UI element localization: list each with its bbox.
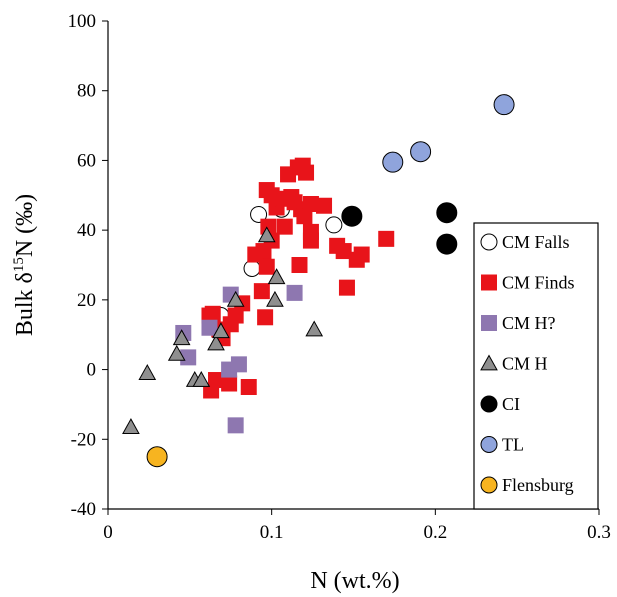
legend: CM Falls CM Finds CM H? CM H CI TL Flensburg bbox=[473, 222, 599, 510]
legend-marker-cm-finds bbox=[481, 274, 497, 291]
legend-item-cm-h: CM H? bbox=[481, 313, 556, 333]
x-tick-label: 0.3 bbox=[587, 522, 611, 543]
point-cm-h bbox=[192, 370, 211, 387]
point-cm-finds bbox=[253, 283, 270, 300]
point-cm-falls bbox=[325, 216, 343, 234]
legend-label-cm-h: CM H bbox=[502, 354, 548, 374]
y-tick-label: 100 bbox=[68, 11, 97, 32]
point-cm-h bbox=[226, 290, 245, 307]
y-tick-label: 20 bbox=[77, 290, 96, 311]
point-cm-finds bbox=[353, 246, 370, 263]
legend-label-tl: TL bbox=[502, 435, 524, 455]
point-ci bbox=[436, 202, 458, 224]
point-cm-h bbox=[230, 356, 247, 373]
point-cm-h bbox=[167, 344, 186, 361]
x-tick-label: 0.2 bbox=[423, 522, 447, 543]
point-cm-h bbox=[266, 290, 284, 307]
point-cm-falls bbox=[250, 205, 268, 223]
point-cm-finds bbox=[338, 279, 355, 296]
y-axis-title: Bulk δ15N (‰) bbox=[11, 194, 38, 336]
point-cm-finds bbox=[291, 257, 308, 273]
point-cm-h bbox=[267, 268, 286, 285]
point-cm-finds bbox=[298, 164, 315, 181]
point-cm-finds bbox=[258, 258, 275, 275]
point-cm-finds bbox=[335, 243, 352, 260]
legend-label-cm-finds: CM Finds bbox=[502, 273, 575, 293]
x-tick-label: 0 bbox=[103, 522, 113, 543]
legend-label-cm-falls: CM Falls bbox=[502, 232, 570, 252]
point-cm-h bbox=[172, 329, 191, 346]
data-marks bbox=[122, 94, 515, 468]
point-cm-finds bbox=[221, 375, 238, 392]
point-flensburg bbox=[146, 446, 168, 468]
legend-marker-cm-falls bbox=[480, 233, 498, 251]
y-tick-label: 60 bbox=[77, 150, 96, 171]
point-tl bbox=[493, 94, 515, 116]
point-cm-h bbox=[201, 319, 218, 336]
legend-marker-cm-h bbox=[480, 354, 498, 371]
point-cm-finds bbox=[302, 232, 319, 249]
point-tl bbox=[382, 151, 404, 173]
y-tick-label: -20 bbox=[71, 429, 96, 450]
y-tick-label: -40 bbox=[71, 499, 96, 520]
point-cm-h bbox=[138, 364, 157, 380]
legend-label-ci: CI bbox=[502, 394, 520, 414]
legend-marker-tl bbox=[480, 436, 498, 453]
legend-marker-cm-h bbox=[481, 315, 497, 331]
y-tick-label: 0 bbox=[87, 360, 97, 381]
legend-item-flensburg: Flensburg bbox=[480, 475, 574, 495]
legend-item-ci: CI bbox=[480, 394, 520, 414]
legend-box bbox=[473, 222, 599, 510]
tick-labels: -40 -20 0 20 40 60 80 100 0 0.1 0.2 0.3 bbox=[68, 11, 611, 543]
point-cm-falls bbox=[243, 259, 261, 277]
point-tl bbox=[410, 141, 432, 163]
legend-item-cm-finds: CM Finds bbox=[481, 273, 575, 293]
legend-label-flensburg: Flensburg bbox=[502, 475, 574, 495]
y-tick-label: 40 bbox=[77, 220, 96, 241]
point-ci bbox=[436, 233, 458, 255]
series-cm-h bbox=[122, 226, 324, 434]
point-cm-finds bbox=[316, 197, 333, 214]
legend-item-tl: TL bbox=[480, 435, 524, 455]
point-cm-finds bbox=[276, 218, 293, 235]
legend-item-cm-falls: CM Falls bbox=[480, 232, 570, 252]
point-cm-h bbox=[212, 322, 230, 339]
x-axis-title: N (wt.%) bbox=[310, 568, 399, 594]
series-flensburg bbox=[146, 446, 168, 468]
point-cm-finds bbox=[378, 230, 395, 247]
legend-item-cm-h: CM H bbox=[480, 354, 548, 374]
series-tl bbox=[382, 94, 515, 173]
point-cm-h bbox=[207, 334, 225, 351]
point-cm-finds bbox=[247, 246, 264, 263]
point-cm-finds bbox=[240, 379, 257, 395]
x-tick-label: 0.1 bbox=[260, 522, 284, 543]
point-cm-h bbox=[286, 284, 303, 301]
y-tick-label: 80 bbox=[77, 81, 96, 102]
point-cm-finds bbox=[257, 309, 274, 326]
point-cm-h bbox=[227, 417, 244, 434]
legend-marker-ci bbox=[480, 395, 498, 413]
series-ci bbox=[341, 202, 458, 255]
point-ci bbox=[341, 205, 363, 227]
point-cm-h bbox=[305, 320, 324, 337]
legend-label-cm-h: CM H? bbox=[502, 313, 556, 333]
legend-marker-flensburg bbox=[480, 476, 498, 494]
point-cm-h bbox=[257, 226, 276, 243]
point-cm-h bbox=[122, 418, 140, 434]
